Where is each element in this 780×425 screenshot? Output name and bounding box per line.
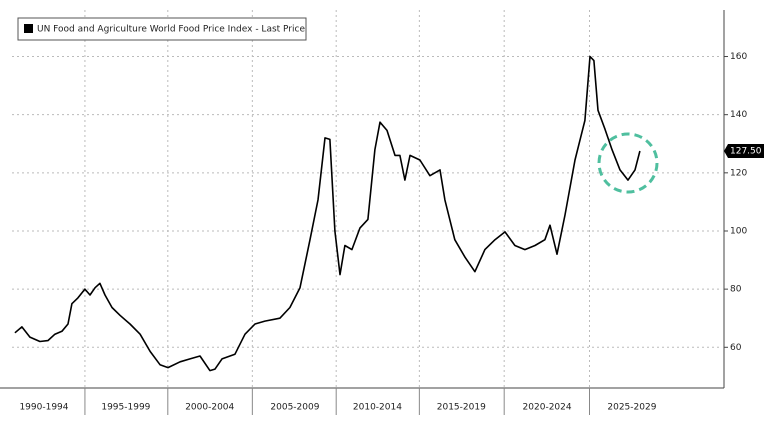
y-tick-label: 140: [730, 110, 747, 120]
y-tick-label: 60: [730, 343, 742, 353]
x-tick-label: 2005-2009: [270, 403, 319, 413]
y-tick-label: 160: [730, 52, 747, 62]
legend-label: UN Food and Agriculture World Food Price…: [37, 25, 305, 35]
x-tick-label: 2010-2014: [353, 403, 402, 413]
legend: [17, 17, 307, 41]
highlight-circle: [597, 132, 659, 194]
y-tick-label: 80: [730, 285, 742, 295]
legend-swatch: [24, 24, 33, 33]
series-line: [14, 55, 641, 372]
x-tick-label: 2020-2024: [523, 403, 572, 413]
last-price-tag: [724, 144, 764, 159]
y-tick-label: 120: [730, 168, 747, 178]
x-tick-label: 1995-1999: [101, 403, 150, 413]
x-tick-label: 1990-1994: [19, 403, 68, 413]
x-tick-label: 2025-2029: [607, 403, 656, 413]
x-tick-label: 2015-2019: [437, 403, 486, 413]
y-tick-label: 100: [730, 226, 747, 236]
x-tick-label: 2000-2004: [185, 403, 234, 413]
last-price-label: 127.50: [730, 147, 762, 157]
